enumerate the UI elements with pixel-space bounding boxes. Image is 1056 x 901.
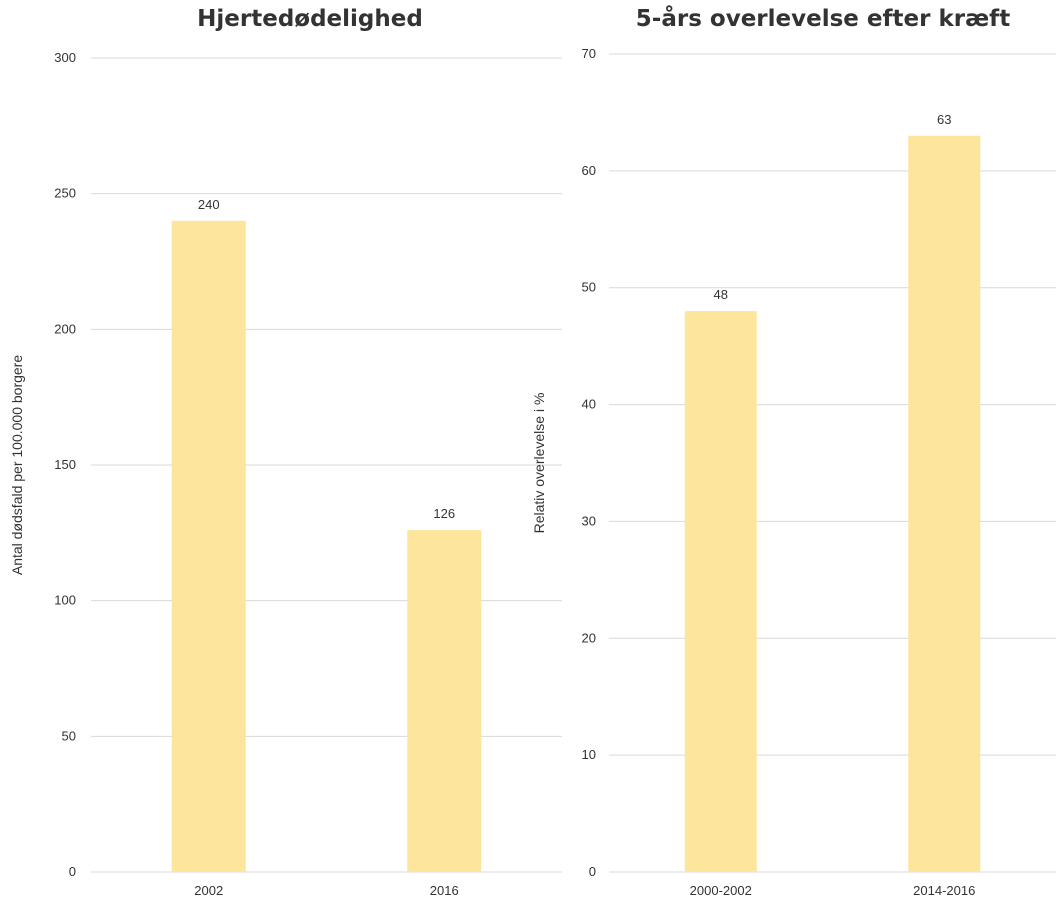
- y-tick-label: 70: [582, 46, 596, 61]
- y-tick-label: 30: [582, 513, 596, 528]
- x-tick-label: 2000-2002: [690, 883, 752, 898]
- data-label: 126: [433, 506, 455, 521]
- x-tick-label: 2002: [194, 883, 223, 898]
- y-tick-label: 100: [54, 593, 76, 608]
- y-tick-label: 150: [54, 457, 76, 472]
- y-tick-label: 0: [69, 864, 76, 879]
- data-label: 240: [198, 197, 220, 212]
- y-tick-label: 200: [54, 321, 76, 336]
- data-label: 48: [714, 287, 728, 302]
- bar: [171, 220, 246, 873]
- y-tick-label: 0: [589, 864, 596, 879]
- heart-mortality-plot: 0 50 100 150 200 250 300 240 2002 126 2016 Antal dø…: [9, 50, 562, 898]
- cancer-survival-chart: 5-års overlevelse efter kræft 0 10 20 30 40 5…: [530, 0, 1056, 901]
- y-tick-label: 60: [582, 163, 596, 178]
- y-tick-label: 10: [582, 747, 596, 762]
- y-axis-title: Relativ overlevelse i %: [531, 393, 547, 534]
- data-label: 63: [937, 112, 951, 127]
- y-tick-label: 40: [582, 397, 596, 412]
- y-axis-title: Antal dødsfald per 100.000 borgere: [9, 355, 25, 575]
- cancer-survival-plot: 0 10 20 30 40 50 60 70 48 2000-2002 63 2014-2016 Rel…: [531, 46, 1056, 898]
- bar: [684, 311, 757, 873]
- x-tick-label: 2014-2016: [913, 883, 975, 898]
- y-tick-label: 300: [54, 50, 76, 65]
- x-tick-label: 2016: [430, 883, 459, 898]
- chart-title: 5-års overlevelse efter kræft: [635, 6, 1011, 32]
- chart-title: Hjertedødelighed: [197, 6, 423, 32]
- bar: [908, 135, 981, 873]
- y-tick-label: 20: [582, 630, 596, 645]
- y-tick-label: 50: [62, 728, 76, 743]
- heart-mortality-chart: Hjertedødelighed 0 50 100 150 200 250 300 240 20…: [9, 6, 562, 898]
- y-tick-label: 50: [582, 280, 596, 295]
- y-tick-label: 250: [54, 186, 76, 201]
- bar: [407, 530, 482, 872]
